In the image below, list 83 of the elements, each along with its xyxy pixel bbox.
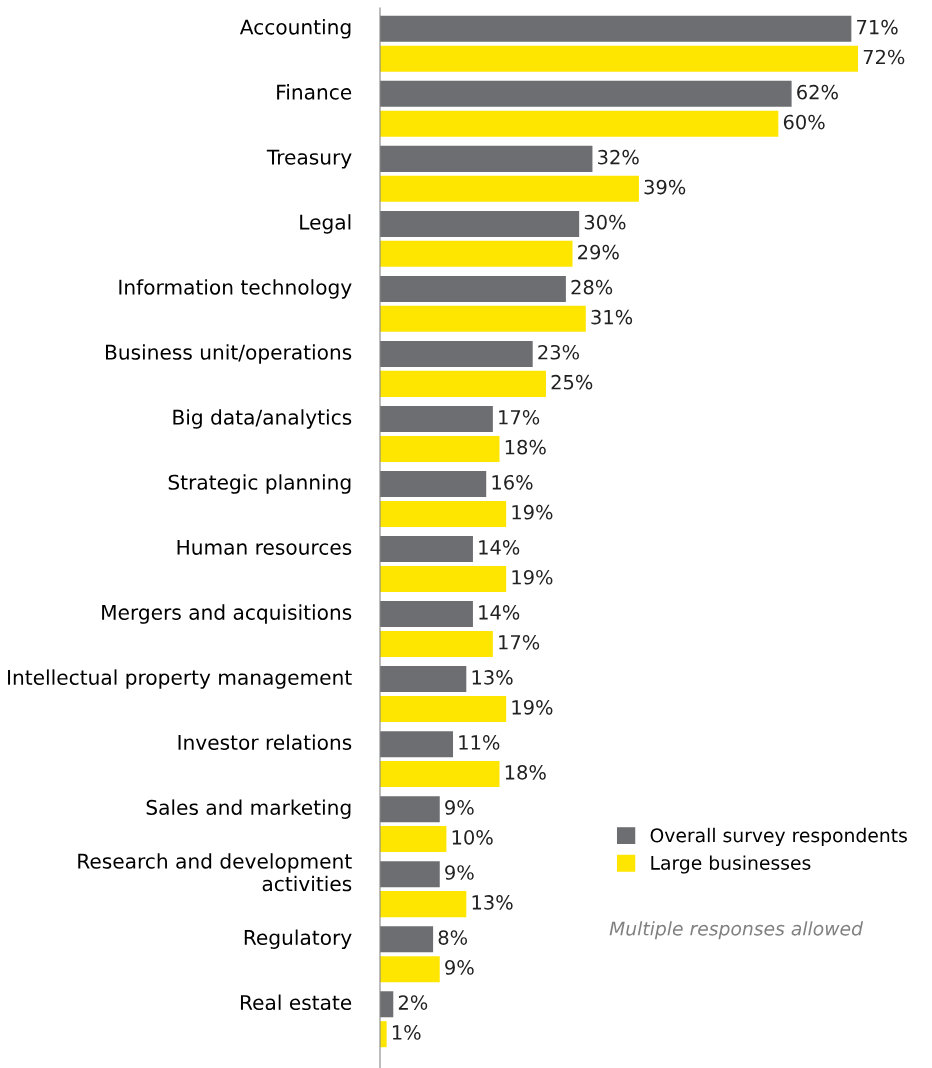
bar: [380, 500, 507, 527]
data-label: 28%: [571, 279, 613, 295]
y-tick-label: Real estate: [240, 994, 352, 1011]
bar: [380, 761, 500, 788]
data-label: 14%: [479, 605, 520, 620]
data-label: 8%: [438, 930, 468, 945]
y-tick-label: Investor relations: [178, 734, 352, 750]
y-tick-label: Big data/analytics: [173, 409, 352, 429]
y-tick-label: Research and development activities: [78, 853, 352, 892]
y-tick-label: Human resources: [177, 539, 352, 555]
y-tick-label: Sales and marketing: [146, 799, 351, 819]
bar: [380, 891, 467, 918]
data-label: 23%: [538, 344, 580, 360]
data-label: 30%: [584, 214, 626, 230]
data-label: 14%: [479, 539, 520, 555]
data-label: 19%: [512, 699, 553, 715]
y-tick-label: Regulatory: [244, 929, 352, 949]
data-label: 72%: [863, 49, 905, 65]
data-label: 31%: [591, 309, 633, 325]
data-label: 13%: [472, 670, 513, 685]
bar: [380, 991, 394, 1018]
bar: [380, 731, 454, 758]
y-tick-label: Strategic planning: [168, 474, 351, 494]
bar: [380, 80, 792, 107]
bar: [380, 145, 593, 172]
data-label: 16%: [492, 474, 533, 490]
bar: [380, 45, 858, 72]
bar: [380, 1021, 387, 1048]
data-label: 2%: [398, 995, 428, 1010]
legend-label: Large businesses: [651, 855, 811, 874]
bar: [380, 305, 586, 332]
bar: [380, 666, 467, 693]
bar: [380, 601, 473, 628]
bar: [380, 275, 566, 302]
bar: [380, 861, 440, 888]
data-label: 11%: [459, 735, 500, 750]
bar: [380, 565, 507, 592]
data-label: 60%: [783, 114, 825, 130]
y-tick-label: Information technology: [119, 279, 352, 299]
data-label: 17%: [499, 634, 540, 650]
bar: [380, 340, 533, 367]
annotation: Multiple responses allowed: [609, 921, 864, 940]
bar: [380, 956, 440, 983]
y-tick-label: Mergers and acquisitions: [102, 604, 352, 624]
y-tick-label: Legal: [300, 214, 351, 234]
data-label: 32%: [598, 149, 639, 165]
data-label: 39%: [644, 179, 686, 195]
bar: [380, 240, 573, 267]
data-label: 19%: [512, 569, 553, 585]
bar: [380, 826, 447, 853]
y-tick-label: Accounting: [239, 19, 351, 39]
data-label: 1%: [392, 1025, 421, 1040]
bar: [380, 796, 440, 823]
bar: [380, 110, 779, 137]
bar: [380, 15, 852, 42]
bar: [380, 175, 639, 202]
bar: [380, 536, 473, 563]
y-tick-label: Finance: [277, 84, 352, 100]
bar: [380, 630, 493, 658]
data-label: 71%: [857, 19, 898, 35]
data-label: 9%: [445, 865, 474, 880]
data-label: 9%: [445, 800, 474, 815]
bar: [380, 405, 493, 432]
legend-label: Overall survey respondents: [650, 827, 907, 847]
bar: [380, 370, 546, 397]
data-label: 62%: [797, 84, 838, 100]
data-label: 18%: [505, 439, 546, 455]
data-label: 9%: [445, 960, 474, 975]
data-label: 25%: [551, 374, 593, 390]
data-label: 17%: [499, 409, 540, 425]
y-tick-label: Treasury: [266, 149, 352, 169]
data-label: 13%: [472, 895, 513, 910]
bar: [380, 210, 580, 237]
bar: [380, 435, 500, 462]
data-label: 18%: [505, 765, 546, 780]
data-label: 19%: [512, 504, 553, 520]
y-tick-label: Business unit/operations: [106, 344, 352, 364]
bar: [380, 926, 434, 953]
bar: [380, 696, 507, 723]
y-tick-label: Intellectual property management: [8, 669, 352, 689]
data-label: 29%: [578, 244, 619, 260]
bar: [380, 471, 487, 498]
data-label: 10%: [452, 830, 493, 845]
